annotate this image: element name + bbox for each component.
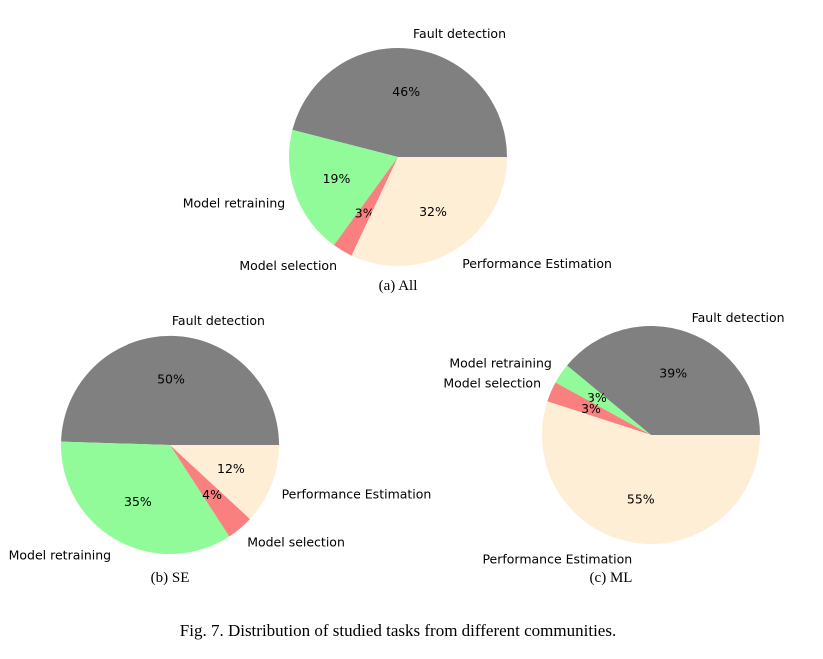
pie-slice-model-retraining bbox=[60, 441, 230, 555]
pie-category-label-performance-estimation: Performance Estimation bbox=[282, 487, 432, 502]
pie-pct-label-model-selection: 3% bbox=[355, 205, 375, 220]
pie-pct-label-model-retraining: 35% bbox=[124, 494, 152, 509]
pie-pct-label-model-selection: 3% bbox=[581, 401, 601, 416]
pie-slice-model-retraining bbox=[555, 365, 651, 435]
pie-pct-label-fault-detection: 39% bbox=[659, 366, 687, 381]
pie-category-label-fault-detection: Fault detection bbox=[172, 313, 265, 328]
pie-category-label-model-retraining: Model retraining bbox=[449, 356, 551, 371]
pie-slice-model-selection bbox=[547, 382, 651, 435]
pie-slice-fault-detection bbox=[292, 47, 507, 157]
pie-category-label-fault-detection: Fault detection bbox=[692, 310, 785, 325]
subcaption-se: (b) SE bbox=[151, 570, 190, 586]
pie-chart-ml: 39% Fault detection 3% Model retraining 3% Mo… bbox=[443, 310, 784, 566]
pie-pct-label-model-retraining: 3% bbox=[587, 390, 607, 405]
pie-chart-se: 50% Fault detection 35% Model retraining 4% M… bbox=[9, 313, 432, 562]
pie-category-label-model-selection: Model selection bbox=[247, 535, 345, 550]
figure-caption: Fig. 7. Distribution of studied tasks fr… bbox=[180, 621, 616, 640]
pie-category-label-model-selection: Model selection bbox=[239, 258, 337, 273]
pie-slice-model-retraining bbox=[288, 129, 398, 246]
pie-slice-model-selection bbox=[170, 445, 251, 537]
pie-slice-performance-estimation bbox=[351, 157, 507, 267]
pie-pct-label-performance-estimation: 12% bbox=[217, 461, 245, 476]
pie-category-label-model-retraining: Model retraining bbox=[183, 196, 285, 211]
pie-category-label-model-selection: Model selection bbox=[443, 375, 541, 390]
pie-category-label-performance-estimation: Performance Estimation bbox=[462, 256, 612, 271]
pie-category-label-fault-detection: Fault detection bbox=[413, 26, 506, 41]
pie-pct-label-model-selection: 4% bbox=[202, 487, 222, 502]
pie-chart-all: 46% Fault detection 19% Model retraining 3% M… bbox=[183, 26, 612, 273]
pie-slice-model-selection bbox=[333, 157, 398, 256]
pie-category-label-model-retraining: Model retraining bbox=[9, 548, 111, 563]
pie-slice-performance-estimation bbox=[170, 445, 279, 520]
subcaption-all: (a) All bbox=[379, 278, 418, 294]
pie-pct-label-model-retraining: 19% bbox=[323, 171, 351, 186]
pie-slice-performance-estimation bbox=[542, 401, 760, 544]
pie-pct-label-performance-estimation: 55% bbox=[627, 492, 655, 507]
subcaption-ml: (c) ML bbox=[590, 570, 633, 586]
pie-category-label-performance-estimation: Performance Estimation bbox=[482, 551, 632, 566]
pie-pct-label-fault-detection: 46% bbox=[392, 84, 420, 99]
pie-pct-label-performance-estimation: 32% bbox=[419, 204, 447, 219]
pie-pct-label-fault-detection: 50% bbox=[157, 372, 185, 387]
pie-slice-fault-detection bbox=[567, 325, 760, 435]
pie-slice-fault-detection bbox=[61, 335, 280, 445]
